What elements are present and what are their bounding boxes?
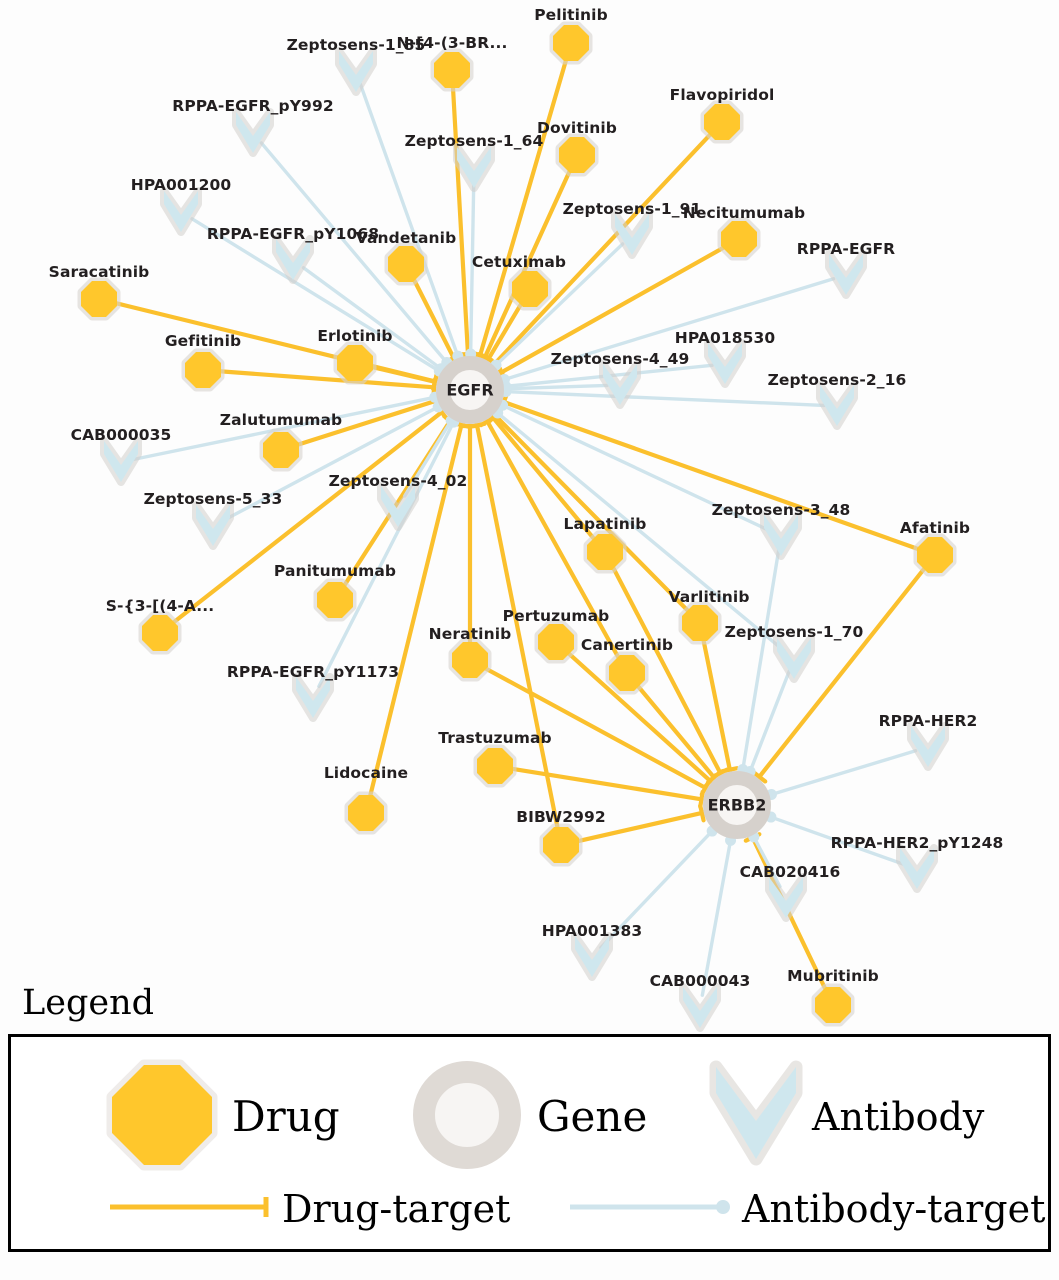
- gene-label-erbb2: ERBB2: [707, 795, 767, 815]
- antibody-node[interactable]: [813, 379, 861, 433]
- antibody-node[interactable]: [450, 141, 498, 195]
- drug-octagon-icon: [106, 1059, 218, 1175]
- drug-target-edge[interactable]: [467, 421, 561, 833]
- drug-target-edge[interactable]: [573, 803, 706, 844]
- edge-layer: [111, 55, 928, 997]
- drug-node[interactable]: [583, 530, 627, 574]
- antibody-target-edge[interactable]: [765, 749, 918, 801]
- antibody-node[interactable]: [157, 185, 205, 239]
- gene-node-egfr[interactable]: [432, 352, 508, 428]
- legend-antibody-item: Antibody: [706, 1059, 984, 1175]
- antibody-node[interactable]: [904, 720, 952, 774]
- legend-gene-item: Gene: [411, 1059, 647, 1175]
- antibody-node[interactable]: [608, 208, 656, 262]
- drug-target-edge[interactable]: [367, 364, 439, 392]
- drug-target-edge[interactable]: [487, 130, 714, 372]
- drug-node[interactable]: [138, 611, 182, 655]
- drug-target-edge[interactable]: [487, 408, 692, 615]
- legend-drug-label: Drug: [232, 1092, 340, 1142]
- antibody-node[interactable]: [229, 106, 277, 160]
- legend-drug-edge-label: Drug-target: [282, 1186, 511, 1231]
- legend-gene-label: Gene: [537, 1092, 648, 1142]
- antibody-node[interactable]: [289, 671, 337, 725]
- drug-node[interactable]: [605, 651, 649, 695]
- antibody-target-edge-icon: [566, 1194, 736, 1224]
- antibody-node[interactable]: [676, 981, 724, 1035]
- drug-node[interactable]: [448, 638, 492, 682]
- drug-node[interactable]: [313, 578, 357, 622]
- antibody-node[interactable]: [269, 233, 317, 287]
- legend-antibody-label: Antibody: [812, 1094, 985, 1139]
- drug-target-edge[interactable]: [507, 766, 705, 809]
- drug-node[interactable]: [344, 791, 388, 835]
- antibody-node[interactable]: [596, 358, 644, 412]
- antibody-target-edge[interactable]: [599, 825, 718, 950]
- antibody-chevron-icon: [706, 1059, 806, 1175]
- antibody-node[interactable]: [762, 871, 810, 925]
- drug-node[interactable]: [700, 100, 744, 144]
- drug-target-edge-icon: [106, 1194, 276, 1224]
- antibody-node[interactable]: [893, 842, 941, 896]
- legend-antibody-edge-item: Antibody-target: [566, 1187, 1045, 1231]
- drug-node[interactable]: [549, 21, 593, 65]
- drug-node[interactable]: [678, 601, 722, 645]
- antibody-node[interactable]: [332, 45, 380, 99]
- antibody-node[interactable]: [374, 480, 422, 534]
- legend: Legend Drug Gene: [0, 985, 1059, 1252]
- gene-label-egfr: EGFR: [446, 380, 494, 400]
- drug-node[interactable]: [259, 428, 303, 472]
- legend-drug-edge-item: Drug-target: [106, 1187, 510, 1231]
- drug-node[interactable]: [384, 242, 428, 286]
- antibody-node[interactable]: [757, 509, 805, 563]
- drug-node[interactable]: [430, 48, 474, 92]
- drug-target-edge[interactable]: [751, 564, 928, 784]
- drug-node[interactable]: [77, 277, 121, 321]
- drug-node[interactable]: [811, 983, 855, 1027]
- drug-target-edge[interactable]: [460, 423, 480, 648]
- drug-target-edge[interactable]: [634, 682, 722, 785]
- gene-ring-icon: [411, 1059, 523, 1175]
- antibody-node[interactable]: [822, 248, 870, 302]
- antibody-node[interactable]: [97, 435, 145, 489]
- antibody-node[interactable]: [770, 632, 818, 686]
- drug-node[interactable]: [508, 267, 552, 311]
- drug-node[interactable]: [534, 620, 578, 664]
- antibody-node[interactable]: [189, 499, 237, 553]
- antibody-target-edge[interactable]: [700, 834, 737, 997]
- antibody-node[interactable]: [701, 337, 749, 391]
- drug-node[interactable]: [555, 133, 599, 177]
- drug-target-edge[interactable]: [700, 635, 740, 774]
- drug-node[interactable]: [539, 823, 583, 867]
- network-canvas[interactable]: Zeptosens-1_85 RPPA-EGFR_pY992 Zeptosens-1…: [0, 0, 1059, 1032]
- legend-box: Drug Gene Antibody: [8, 1033, 1051, 1252]
- legend-drug-item: Drug: [106, 1059, 340, 1175]
- drug-node[interactable]: [913, 533, 957, 577]
- legend-title: Legend: [22, 983, 155, 1023]
- antibody-node[interactable]: [568, 930, 616, 984]
- gene-node-erbb2[interactable]: [699, 767, 775, 843]
- antibody-target-edge[interactable]: [765, 811, 907, 867]
- drug-node[interactable]: [333, 341, 377, 385]
- drug-node[interactable]: [181, 348, 225, 392]
- drug-node[interactable]: [717, 217, 761, 261]
- drug-node[interactable]: [473, 744, 517, 788]
- legend-antibody-edge-label: Antibody-target: [742, 1186, 1046, 1231]
